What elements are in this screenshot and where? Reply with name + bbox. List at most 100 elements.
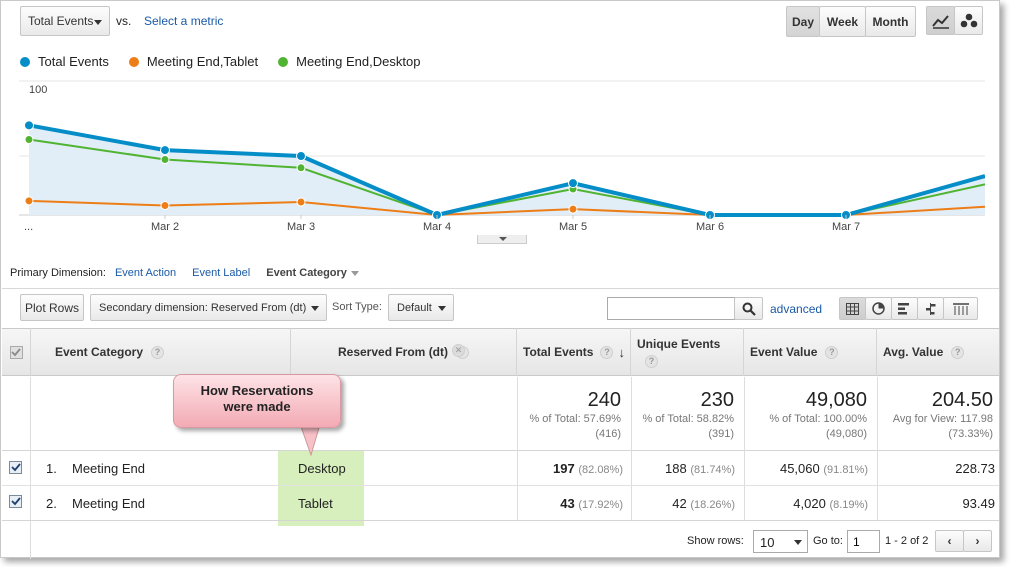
col-divider <box>517 377 518 521</box>
data-point[interactable] <box>296 197 306 207</box>
show-rows-select[interactable]: 10 <box>753 530 808 553</box>
select-all-checkbox[interactable] <box>9 345 23 359</box>
analytics-panel: Total Events vs. Select a metric Day Wee… <box>0 0 1000 559</box>
primary-dimension-label: Primary Dimension: <box>10 267 106 279</box>
legend-label: Meeting End,Tablet <box>146 54 259 69</box>
view-table-button[interactable] <box>839 297 866 320</box>
help-icon[interactable]: ? <box>151 345 165 359</box>
header-unique-events[interactable]: Unique Events ? <box>631 328 744 376</box>
chart-legend: Total Events Meeting End,Tablet Meeting … <box>20 54 420 69</box>
data-point[interactable] <box>24 196 34 206</box>
day-button[interactable]: Day <box>786 6 820 37</box>
secondary-dimension-select[interactable]: Secondary dimension: Reserved From (dt) <box>90 294 327 321</box>
legend-item-tablet[interactable]: Meeting End,Tablet <box>128 54 259 69</box>
week-button[interactable]: Week <box>819 6 866 37</box>
table-row[interactable]: 1. Meeting End Desktop 197 (82.08%) 188 … <box>2 451 999 486</box>
data-point[interactable] <box>24 120 34 131</box>
data-point[interactable] <box>160 155 170 165</box>
advanced-link[interactable]: advanced <box>770 302 823 316</box>
help-icon[interactable]: ? <box>645 354 658 368</box>
data-point[interactable] <box>296 163 306 173</box>
prev-page-button[interactable]: ‹ <box>935 530 964 552</box>
row-category[interactable]: Meeting End <box>72 496 145 511</box>
month-button[interactable]: Month <box>865 6 916 37</box>
bar-chart-icon <box>898 302 909 314</box>
search-button[interactable] <box>734 297 763 320</box>
view-comparison-button[interactable] <box>917 297 944 320</box>
col-divider <box>30 377 31 559</box>
help-icon[interactable]: ? <box>825 345 839 359</box>
event-value-pct: % of Total: 100.00% <box>769 413 867 425</box>
data-point[interactable] <box>160 201 170 211</box>
header-label: Unique Events <box>637 336 721 351</box>
dimension-event-action[interactable]: Event Action <box>114 267 177 279</box>
row-reserved[interactable]: Desktop <box>298 461 346 476</box>
header-total-events[interactable]: Total Events ? ↓ <box>517 328 631 376</box>
row-total-pct: (82.08%) <box>578 464 623 476</box>
show-rows-value: 10 <box>760 535 775 550</box>
callout-line: were made <box>223 399 291 414</box>
row-checkbox[interactable] <box>9 495 22 508</box>
legend-item-desktop[interactable]: Meeting End,Desktop <box>278 54 420 69</box>
table-row[interactable]: 2. Meeting End Tablet 43 (17.92%) 42 (18… <box>2 486 999 521</box>
x-tick-label: Mar 7 <box>832 221 860 233</box>
chevron-down-icon <box>350 270 359 276</box>
bubble-chart-icon <box>960 13 977 27</box>
totals-row <box>2 377 999 451</box>
avg-value-pct: (73.33%) <box>948 428 993 440</box>
help-icon[interactable]: ? <box>951 345 965 359</box>
dimension-event-label[interactable]: Event Label <box>192 267 251 279</box>
data-point[interactable] <box>24 134 34 144</box>
row-avg: 93.49 <box>962 496 995 511</box>
chart-collapse-handle[interactable] <box>477 235 527 244</box>
pie-chart-icon <box>872 302 885 315</box>
row-value-pct: (91.81%) <box>823 464 868 476</box>
line-chart-icon <box>931 14 949 29</box>
view-bar-button[interactable] <box>891 297 918 320</box>
row-checkbox[interactable] <box>9 461 22 474</box>
sort-desc-icon: ↓ <box>618 344 625 360</box>
col-divider <box>877 377 878 521</box>
vs-label: vs. <box>116 14 132 28</box>
legend-item-total-events[interactable]: Total Events <box>20 54 109 69</box>
row-unique-pct: (18.26%) <box>690 499 735 511</box>
table-search-input[interactable] <box>607 297 735 320</box>
row-value: 45,060 (91.81%) <box>745 461 868 476</box>
data-point[interactable] <box>160 145 170 156</box>
goto-label: Go to: <box>813 535 843 547</box>
row-total-value: 43 <box>560 496 575 511</box>
header-label: Event Category <box>55 345 144 359</box>
row-unique: 188 (81.74%) <box>632 461 735 476</box>
view-pivot-button[interactable] <box>943 297 978 320</box>
view-pie-button[interactable] <box>865 297 892 320</box>
motion-chart-button[interactable] <box>954 6 983 35</box>
metric-select[interactable]: Total Events <box>20 6 110 36</box>
row-avg: 228.73 <box>955 461 995 476</box>
line-chart-button[interactable] <box>926 6 955 35</box>
data-point[interactable] <box>568 204 578 214</box>
help-icon[interactable]: ? <box>600 345 614 359</box>
header-reserved-from[interactable]: Reserved From (dt) ? ✕ <box>291 328 517 376</box>
row-category[interactable]: Meeting End <box>72 461 145 476</box>
sort-type-select[interactable]: Default <box>388 294 454 321</box>
select-metric-link[interactable]: Select a metric <box>144 14 224 28</box>
dimension-event-category[interactable]: Event Category <box>266 267 347 279</box>
goto-input[interactable] <box>847 530 880 553</box>
header-event-category[interactable]: Event Category ? <box>31 328 291 376</box>
header-avg-value[interactable]: Avg. Value ? <box>877 328 999 376</box>
day-label: Day <box>791 14 814 29</box>
remove-dimension-icon[interactable]: ✕ <box>452 344 465 357</box>
row-index: 2. <box>46 496 57 511</box>
callout-pointer <box>298 421 322 457</box>
plot-rows-button[interactable]: Plot Rows <box>20 294 84 321</box>
primary-dimension-bar: Primary Dimension: Event Action Event La… <box>10 267 359 279</box>
chevron-left-icon: ‹ <box>947 534 952 548</box>
row-unique-value: 42 <box>672 496 687 511</box>
next-page-button[interactable]: › <box>963 530 992 552</box>
data-point[interactable] <box>568 178 578 189</box>
data-point[interactable] <box>296 151 306 161</box>
header-event-value[interactable]: Event Value ? <box>744 328 877 376</box>
row-reserved[interactable]: Tablet <box>298 496 333 511</box>
search-icon <box>742 302 756 316</box>
row-unique: 42 (18.26%) <box>632 496 735 511</box>
